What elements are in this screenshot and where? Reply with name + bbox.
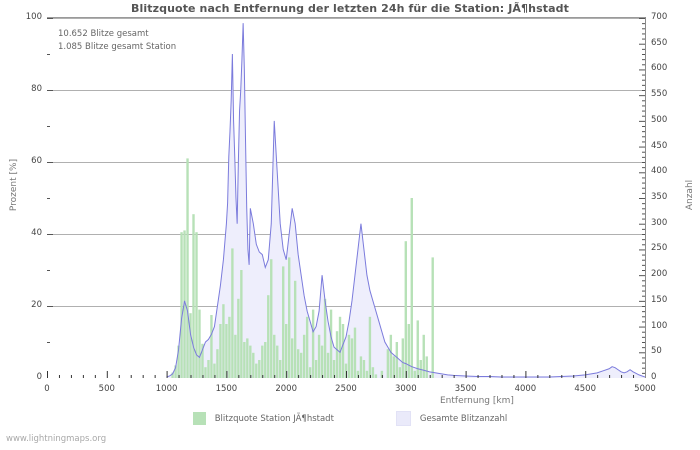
annotation-line-station: 1.085 Blitze gesamt Station	[58, 42, 177, 52]
legend-label-total: Gesamte Blitzanzahl	[419, 413, 508, 424]
site-credit: www.lightningmaps.org	[6, 434, 107, 444]
y-axis-right-tick: 300	[651, 217, 668, 228]
right-axis-line	[645, 17, 646, 378]
legend-label-quote: Blitzquote Station JÃ¶hstadt	[214, 413, 334, 424]
plot-area	[47, 17, 645, 378]
x-axis-tick: 0	[44, 384, 50, 394]
legend-swatch-total	[395, 411, 411, 426]
y-axis-left-tick: 0	[36, 372, 42, 382]
y-axis-right-tick: 350	[651, 192, 668, 202]
x-axis-tick: 4000	[514, 384, 537, 394]
y-axis-right-labels: 0 50 100 150 200 250 300 350 400 450 500 550 600 650 7…	[651, 12, 696, 382]
x-axis-tick: 3500	[454, 384, 477, 394]
x-axis-labels: 0 500 1000 1500 2000 2500 3000 3500 4000 4500 5000	[44, 384, 656, 398]
y-axis-left-tick: 20	[31, 300, 42, 310]
y-axis-left-title: Prozent [%]	[9, 158, 19, 212]
y-axis-right-tick: 650	[651, 37, 668, 48]
y-axis-right-tick: 50	[651, 346, 662, 357]
x-axis-tick: 500	[98, 384, 115, 394]
x-axis-tick: 1000	[155, 384, 178, 394]
x-axis-tick: 4500	[574, 384, 596, 394]
y-axis-left-labels: 0 20 40 60 80 100	[0, 12, 42, 382]
totals-annotation: 10.652 Blitze gesamt 1.085 Blitze gesamt…	[58, 28, 176, 54]
y-axis-right-tick: 450	[651, 140, 668, 151]
y-axis-right-tick: 550	[651, 89, 668, 100]
y-axis-right-tick: 500	[651, 114, 668, 125]
legend-item-total: Gesamte Blitzanzahl	[395, 411, 508, 426]
y-axis-right-tick: 400	[651, 166, 668, 177]
y-axis-right-tick: 0	[651, 372, 657, 382]
y-axis-right-tick: 100	[651, 320, 668, 331]
y-axis-left-tick: 100	[25, 12, 42, 22]
y-axis-left-tick: 80	[31, 84, 42, 94]
y-axis-right-title: Anzahl	[685, 179, 695, 211]
chart-legend: Blitzquote Station JÃ¶hstadt Gesamte Bli…	[0, 411, 700, 426]
chart-svg	[47, 18, 645, 378]
plot-canvas	[47, 18, 645, 378]
x-axis-tick: 3000	[394, 384, 417, 394]
y-axis-left-tick: 60	[31, 156, 42, 166]
page-title: Blitzquote nach Entfernung der letzten 2…	[131, 2, 569, 15]
legend-swatch-quote	[192, 412, 206, 425]
y-axis-right-tick: 150	[651, 294, 668, 305]
y-axis-right-tick: 200	[651, 269, 668, 280]
y-axis-right-tick: 600	[651, 63, 668, 74]
x-axis-tick: 2000	[275, 384, 297, 394]
legend-item-quote: Blitzquote Station JÃ¶hstadt	[192, 412, 334, 425]
x-axis-tick: 5000	[634, 384, 656, 394]
x-axis-title: Entfernung [km]	[440, 396, 514, 406]
x-axis-tick: 2500	[335, 384, 357, 394]
y-axis-right-tick: 250	[651, 243, 668, 254]
x-axis-tick: 1500	[215, 384, 238, 394]
y-axis-right-tick: 700	[651, 12, 668, 22]
annotation-line-total: 10.652 Blitze gesamt	[58, 29, 149, 39]
y-axis-left-tick: 40	[31, 228, 42, 238]
